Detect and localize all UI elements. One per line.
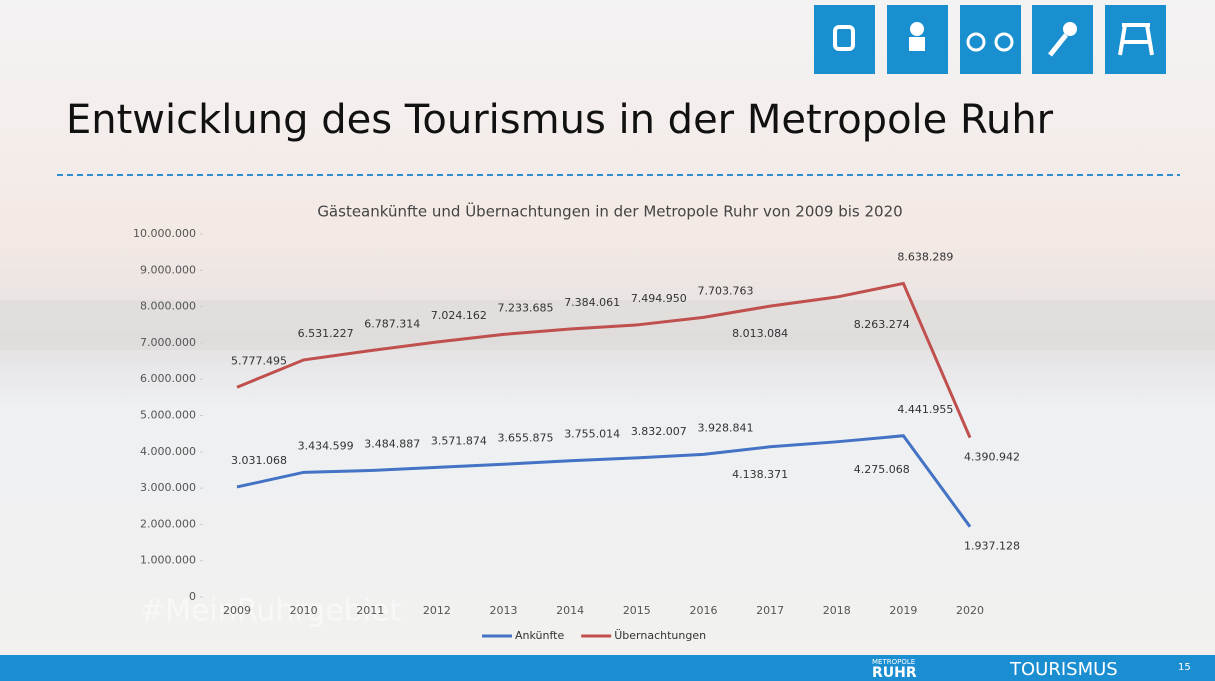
data-label: 6.787.314: [364, 318, 420, 331]
icons: [814, 5, 1166, 74]
legend-label: Übernachtungen: [614, 629, 706, 642]
data-label: 3.832.007: [631, 425, 687, 438]
y-tick-label: 1.000.000: [140, 554, 196, 567]
data-label: 3.434.599: [298, 439, 354, 452]
chart-title: Gästeankünfte und Übernachtungen in der …: [317, 202, 902, 221]
slide-title: Entwicklung des Tourismus in der Metropo…: [66, 97, 1054, 143]
footer-brand: RUHR: [872, 665, 917, 681]
x-tick-label: 2019: [889, 604, 917, 617]
data-label: 3.484.887: [364, 437, 420, 450]
y-tick-label: 4.000.000: [140, 445, 196, 458]
x-tick-label: 2020: [956, 604, 984, 617]
data-label: 4.275.068: [854, 463, 910, 476]
data-label: 3.655.875: [498, 431, 554, 444]
page-number: 15: [1178, 662, 1191, 673]
data-label: 7.024.162: [431, 309, 487, 322]
data-label: 5.777.495: [231, 354, 287, 367]
data-label: 4.138.371: [732, 468, 788, 481]
x-tick-label: 2015: [623, 604, 651, 617]
data-label: 4.441.955: [897, 403, 953, 416]
data-label: 7.233.685: [498, 301, 554, 314]
icon-headframe: [1105, 5, 1166, 74]
data-label: 3.571.874: [431, 434, 487, 447]
y-tick-label: 7.000.000: [140, 336, 196, 349]
data-label: 7.703.763: [697, 284, 753, 297]
x-tick-label: 2013: [490, 604, 518, 617]
data-label: 7.384.061: [564, 296, 620, 309]
data-label: 3.755.014: [564, 428, 620, 441]
y-tick-label: 9.000.000: [140, 263, 196, 276]
x-tick-label: 2009: [223, 604, 251, 617]
data-label: 1.937.128: [964, 540, 1020, 553]
x-tick-label: 2014: [556, 604, 584, 617]
x-tick-label: 2011: [356, 604, 384, 617]
x-tick-label: 2010: [290, 604, 318, 617]
data-label: 8.263.274: [854, 318, 910, 331]
data-label: 3.928.841: [697, 421, 753, 434]
x-tick-label: 2018: [823, 604, 851, 617]
x-tick-label: 2017: [756, 604, 784, 617]
x-tick-label: 2012: [423, 604, 451, 617]
data-label: 7.494.950: [631, 292, 687, 305]
data-label: 8.013.084: [732, 327, 788, 340]
footer-name: TOURISMUS: [1009, 659, 1118, 680]
y-tick-label: 3.000.000: [140, 481, 196, 494]
slide: Entwicklung des Tourismus in der Metropo…: [0, 0, 1215, 681]
x-tick-label: 2016: [689, 604, 717, 617]
y-tick-label: 0: [189, 590, 196, 603]
data-label: 6.531.227: [298, 327, 354, 340]
y-tick-label: 6.000.000: [140, 372, 196, 385]
y-tick-label: 2.000.000: [140, 517, 196, 530]
data-label: 4.390.942: [964, 451, 1020, 464]
legend-label: Ankünfte: [515, 629, 564, 642]
data-label: 3.031.068: [231, 454, 287, 467]
y-tick-label: 5.000.000: [140, 409, 196, 422]
data-label: 8.638.289: [897, 250, 953, 263]
icon-backpack: [814, 5, 875, 74]
y-tick-label: 8.000.000: [140, 300, 196, 313]
y-tick-label: 10.000.000: [133, 227, 196, 240]
